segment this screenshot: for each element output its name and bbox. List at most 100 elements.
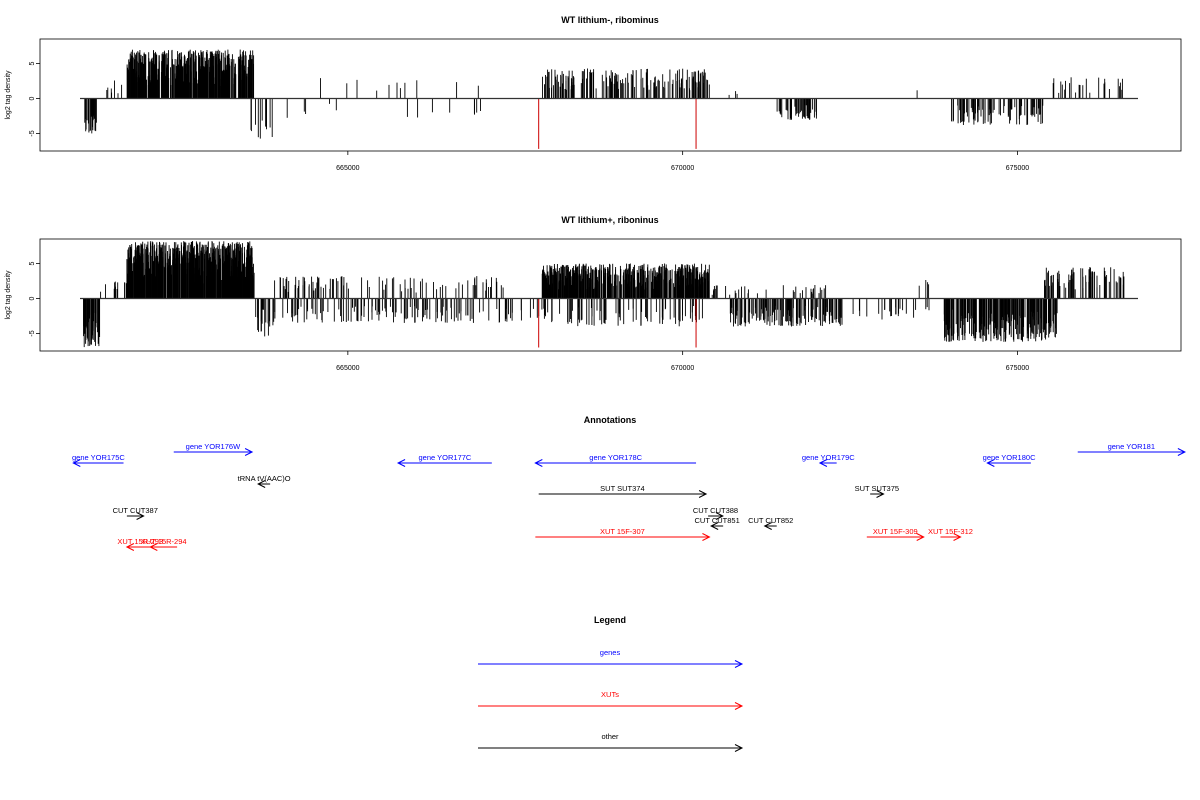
annotation-label: XUT 15R-294	[141, 537, 187, 546]
x-axis: 665000 670000 675000	[336, 351, 1029, 372]
arrow-head	[72, 459, 81, 467]
annotation-label: SUT SUT374	[600, 484, 644, 493]
annotation-label: gene YOR176W	[186, 442, 241, 451]
arrow-head	[1177, 448, 1186, 456]
annotation-arrow	[396, 459, 492, 467]
legend-entries: genes XUTs other	[478, 648, 744, 752]
arrow-head	[763, 522, 772, 530]
panel-title: WT lithium-, ribominus	[561, 15, 659, 25]
arrow-head	[136, 512, 145, 520]
y-axis: -5 0 5	[29, 61, 40, 137]
annotation-label: gene YOR175C	[72, 453, 125, 462]
arrow-head	[916, 533, 925, 541]
arrow-head	[149, 543, 158, 551]
annotation-label: XUT 15R-293	[117, 537, 163, 546]
annotation-label: CUT CUT851	[694, 516, 739, 525]
y-tick-label: 0	[29, 296, 36, 300]
annotation-arrow	[866, 533, 925, 541]
x-axis: 665000 670000 675000	[336, 151, 1029, 172]
arrow-head	[396, 459, 406, 467]
y-tick-label: -5	[29, 330, 36, 336]
arrow-head	[986, 459, 995, 467]
annotation-features: gene YOR175C gene YOR176W gene YOR177C gene…	[72, 442, 1186, 551]
annotation-arrow	[708, 512, 724, 520]
arrow-head	[698, 490, 708, 498]
annotation-arrow	[538, 490, 708, 498]
legend-label: XUTs	[601, 690, 619, 699]
arrow-head	[818, 459, 828, 467]
marker-lines	[538, 98, 697, 149]
panel-title: WT lithium+, riboninus	[561, 215, 658, 225]
annotation-arrow	[763, 522, 777, 530]
annotation-label: CUT CUT852	[748, 516, 793, 525]
annotation-arrow	[870, 490, 885, 498]
arrow-head	[734, 660, 744, 668]
annotation-arrow	[257, 480, 271, 488]
annotation-label: gene YOR181	[1108, 442, 1155, 451]
marker-lines	[538, 298, 697, 348]
legend-arrow	[478, 702, 744, 710]
annotation-arrow	[534, 459, 697, 467]
annotation-arrow	[818, 459, 837, 467]
y-tick-label: 0	[29, 96, 36, 100]
x-tick-label: 670000	[671, 165, 694, 172]
arrow-head	[702, 533, 711, 541]
arrow-head	[257, 480, 266, 488]
annotation-arrow	[940, 533, 962, 541]
annotation-label: gene YOR177C	[419, 453, 472, 462]
plot-frame	[39, 238, 1182, 352]
legend-label: other	[601, 732, 619, 741]
x-tick-label: 675000	[1006, 165, 1029, 172]
annotation-arrow	[149, 543, 178, 551]
annotation-arrow	[72, 459, 124, 467]
annotation-arrow	[1077, 448, 1186, 456]
legend-arrow	[478, 744, 744, 752]
annotation-label: XUT 15F-309	[873, 527, 918, 536]
annotation-arrow	[173, 448, 254, 456]
annotation-label: XUT 15F-307	[600, 527, 645, 536]
annotation-label: gene YOR180C	[983, 453, 1036, 462]
x-tick-label: 670000	[671, 365, 694, 372]
annotation-label: gene YOR179C	[802, 453, 855, 462]
annotations-title: Annotations	[584, 415, 637, 425]
annotation-arrow	[710, 522, 724, 530]
x-tick-label: 665000	[336, 165, 359, 172]
y-axis-label: log2 tag density	[5, 270, 12, 320]
annotation-label: XUT 15F-312	[928, 527, 973, 536]
y-tick-label: 5	[29, 261, 36, 265]
arrow-head	[715, 512, 724, 520]
annotation-label: SUT SUT375	[855, 484, 899, 493]
annotation-label: gene YOR178C	[589, 453, 642, 462]
bar-series	[84, 49, 1123, 139]
annotation-label: CUT CUT388	[693, 506, 738, 515]
legend-label: genes	[600, 648, 621, 657]
y-tick-label: -5	[29, 130, 36, 136]
panel-lithium-plus: WT lithium+, riboninus log2 tag density …	[5, 215, 1182, 372]
panel-lithium-minus: WT lithium-, ribominus log2 tag density …	[5, 15, 1182, 172]
legend-title: Legend	[594, 615, 626, 625]
y-tick-label: 5	[29, 61, 36, 65]
annotation-label: CUT CUT387	[113, 506, 158, 515]
bar-series	[83, 241, 1125, 348]
legend-panel: Legend genes XUTs other	[478, 615, 744, 752]
arrow-head	[244, 448, 254, 456]
annotation-arrow	[126, 512, 145, 520]
y-axis-label: log2 tag density	[5, 70, 12, 120]
arrow-head	[125, 543, 135, 551]
arrow-head	[734, 702, 744, 710]
x-tick-label: 665000	[336, 365, 359, 372]
annotation-label: tRNA tV(AAC)O	[238, 474, 291, 483]
arrow-head	[953, 533, 962, 541]
x-tick-label: 675000	[1006, 365, 1029, 372]
annotation-arrow	[535, 533, 711, 541]
legend-arrow	[478, 660, 744, 668]
annotation-arrow	[986, 459, 1031, 467]
arrow-head	[710, 522, 719, 530]
arrow-head	[734, 744, 744, 752]
arrow-head	[534, 459, 543, 467]
plot-frame	[39, 38, 1182, 152]
arrow-head	[876, 490, 885, 498]
y-axis: -5 0 5	[29, 261, 40, 337]
